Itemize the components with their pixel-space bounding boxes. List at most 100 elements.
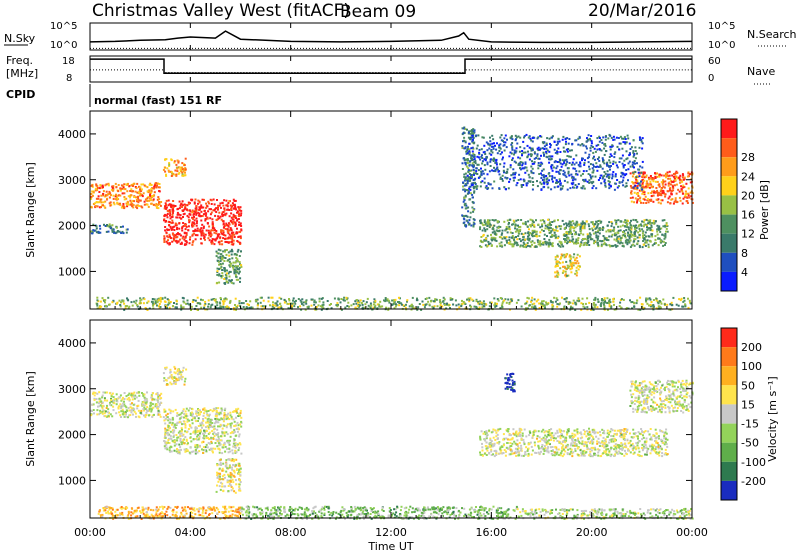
heatmap-cell <box>359 299 362 302</box>
heatmap-cell <box>466 178 469 181</box>
heatmap-cell <box>112 228 115 231</box>
heatmap-cell <box>195 208 198 211</box>
heatmap-cell <box>647 184 650 187</box>
heatmap-cell <box>636 187 639 189</box>
heatmap-cell <box>555 265 557 267</box>
heatmap-cell <box>517 219 520 221</box>
heatmap-cell <box>632 218 635 221</box>
heatmap-cell <box>216 208 219 211</box>
heatmap-cell <box>628 142 631 145</box>
heatmap-cell <box>626 224 628 227</box>
heatmap-cell <box>220 240 223 243</box>
heatmap-cell <box>159 415 162 418</box>
heatmap-cell <box>522 241 525 244</box>
heatmap-cell <box>228 443 231 446</box>
heatmap-cell <box>214 238 217 241</box>
heatmap-cell <box>629 299 631 302</box>
heatmap-cell <box>483 144 486 147</box>
heatmap-cell <box>500 244 503 247</box>
heatmap-cell <box>606 170 609 173</box>
heatmap-cell <box>622 141 625 144</box>
heatmap-cell <box>215 301 218 304</box>
heatmap-cell <box>599 165 602 168</box>
heatmap-cell <box>446 302 448 305</box>
heatmap-cell <box>125 202 128 205</box>
heatmap-cell <box>531 177 534 180</box>
heatmap-cell <box>542 219 544 222</box>
heatmap-cell <box>649 199 652 202</box>
heatmap-cell <box>206 205 209 208</box>
heatmap-cell <box>576 271 579 274</box>
heatmap-cell <box>122 232 125 235</box>
heatmap-cell <box>204 446 207 449</box>
heatmap-cell <box>527 232 530 235</box>
heatmap-cell <box>261 305 264 308</box>
heatmap-cell <box>191 221 194 224</box>
heatmap-cell <box>215 232 218 235</box>
heatmap-cell <box>120 416 122 418</box>
heatmap-cell <box>638 146 641 149</box>
nave-tick-top: 60 <box>708 56 721 67</box>
heatmap-cell <box>491 244 493 247</box>
heatmap-cell <box>146 203 149 206</box>
heatmap-cell <box>502 300 505 303</box>
heatmap-cell <box>493 304 496 307</box>
heatmap-cell <box>646 239 649 242</box>
heatmap-cell <box>158 183 161 185</box>
heatmap-cell <box>169 210 172 213</box>
heatmap-cell <box>201 198 204 201</box>
heatmap-cell <box>467 206 470 209</box>
heatmap-cell <box>142 302 145 305</box>
heatmap-cell <box>525 184 528 187</box>
heatmap-cell <box>216 252 219 255</box>
heatmap-cell <box>680 297 683 300</box>
heatmap-cell <box>427 300 430 303</box>
heatmap-cell <box>422 303 425 306</box>
heatmap-cell <box>109 192 112 195</box>
heatmap-cell <box>372 306 375 309</box>
heatmap-cell <box>549 243 552 246</box>
heatmap-cell <box>577 237 580 240</box>
heatmap-cell <box>503 244 506 247</box>
heatmap-cell <box>542 186 545 189</box>
heatmap-cell <box>143 404 146 407</box>
heatmap-cell <box>134 190 137 193</box>
heatmap-cell <box>500 139 503 142</box>
freq-unit-label: [MHz] <box>6 67 38 80</box>
heatmap-cell <box>642 174 645 177</box>
heatmap-cell <box>96 201 99 204</box>
heatmap-cell <box>468 153 471 156</box>
heatmap-cell <box>562 135 565 138</box>
heatmap-cell <box>533 161 536 164</box>
heatmap-cell <box>135 299 138 302</box>
heatmap-cell <box>146 406 149 409</box>
heatmap-cell <box>121 187 124 190</box>
heatmap-cell <box>96 409 99 412</box>
heatmap-cell <box>534 234 537 237</box>
heatmap-cell <box>519 228 522 231</box>
heatmap-cell <box>545 243 548 246</box>
heatmap-cell <box>612 135 615 138</box>
heatmap-cell <box>488 219 491 222</box>
heatmap-cell <box>642 186 645 189</box>
heatmap-cell <box>500 236 503 239</box>
heatmap-cell <box>173 161 176 164</box>
heatmap-cell <box>479 239 482 242</box>
heatmap-cell <box>569 259 572 262</box>
heatmap-cell <box>140 205 143 208</box>
heatmap-cell <box>480 246 483 248</box>
heatmap-cell <box>157 196 160 199</box>
heatmap-cell <box>604 237 607 240</box>
heatmap-cell <box>232 198 235 201</box>
heatmap-cell <box>105 415 108 418</box>
heatmap-cell <box>238 213 240 216</box>
heatmap-cell <box>142 394 145 397</box>
heatmap-cell <box>642 189 645 192</box>
heatmap-cell <box>184 243 187 246</box>
heatmap-cell <box>469 132 472 135</box>
heatmap-cell <box>510 174 513 177</box>
heatmap-cell <box>125 183 128 186</box>
heatmap-cell <box>515 236 517 238</box>
heatmap-cell <box>648 186 651 189</box>
heatmap-cell <box>484 244 487 247</box>
